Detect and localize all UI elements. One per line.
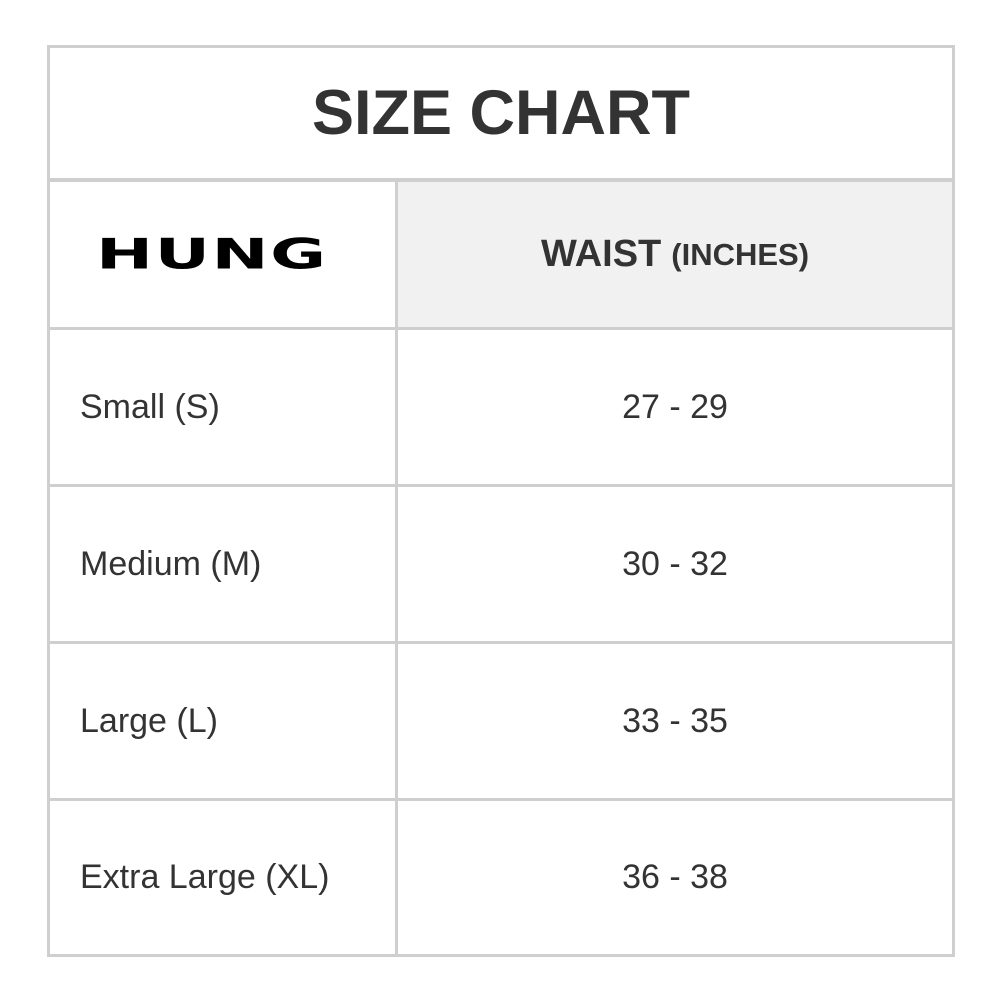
brand-logo: HUNG xyxy=(96,230,328,279)
size-cell: Small (S) xyxy=(50,330,398,484)
table-row: Large (L) 33 - 35 xyxy=(50,644,952,801)
size-cell: Medium (M) xyxy=(50,487,398,641)
unit-header: (INCHES) xyxy=(671,236,810,272)
table-header-row: HUNG WAIST (INCHES) xyxy=(50,182,952,330)
waist-header: WAIST xyxy=(540,233,662,275)
waist-cell: 33 - 35 xyxy=(622,701,728,740)
table-row: Extra Large (XL) 36 - 38 xyxy=(50,801,952,954)
waist-cell: 30 - 32 xyxy=(622,544,728,583)
waist-cell: 36 - 38 xyxy=(622,858,728,896)
table-row: Medium (M) 30 - 32 xyxy=(50,487,952,644)
brand-logo-cell: HUNG xyxy=(50,182,398,327)
waist-cell: 27 - 29 xyxy=(622,387,728,426)
page-title: SIZE CHART xyxy=(50,48,952,182)
size-cell: Extra Large (XL) xyxy=(50,801,398,954)
waist-header-cell: WAIST (INCHES) xyxy=(398,182,952,327)
size-cell: Large (L) xyxy=(50,644,398,798)
table-row: Small (S) 27 - 29 xyxy=(50,330,952,487)
size-chart-table: SIZE CHART HUNG WAIST (INCHES) Small (S) … xyxy=(47,45,955,957)
